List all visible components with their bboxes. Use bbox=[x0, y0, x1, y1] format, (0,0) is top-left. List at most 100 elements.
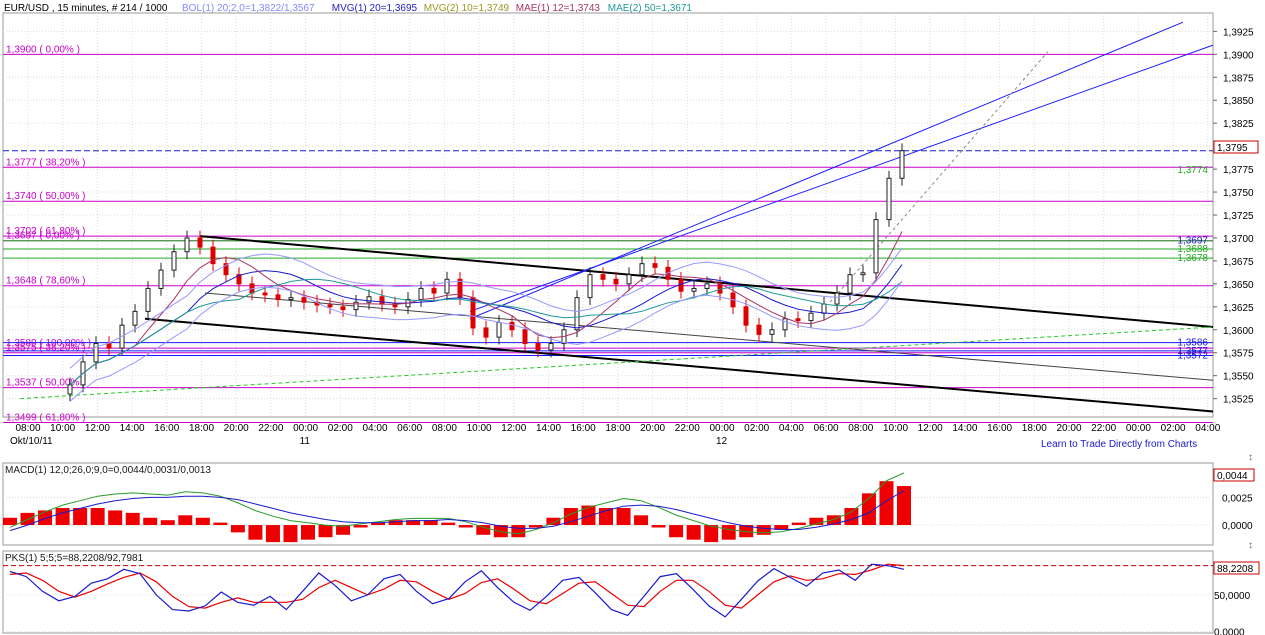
macd-histogram-bar bbox=[511, 525, 526, 538]
pks-tick-label: 0,0000 bbox=[1214, 628, 1245, 635]
time-tick-label: 16:00 bbox=[987, 423, 1012, 434]
time-tick-label: 14:00 bbox=[952, 423, 977, 434]
candle-body bbox=[470, 297, 476, 329]
candle-body bbox=[899, 150, 905, 179]
pks-value-box bbox=[1213, 561, 1260, 575]
price-tick-label: 1,3525 bbox=[1223, 395, 1254, 406]
candle-body bbox=[171, 251, 177, 271]
panel-resize-icon[interactable]: ↕ bbox=[1248, 452, 1253, 463]
right-marker-label: 1,3678 bbox=[1177, 253, 1208, 264]
macd-histogram-bar bbox=[265, 525, 280, 543]
right-marker-label: 1,3688 bbox=[1177, 244, 1208, 255]
macd-title: MACD(1) 12,0;26,0;9,0=0,0044/0,0031/0,00… bbox=[5, 465, 211, 476]
macd-histogram-bar bbox=[336, 525, 351, 535]
time-tick-label: 04:00 bbox=[1195, 423, 1220, 434]
candle-body bbox=[691, 287, 697, 292]
time-tick-label: 04:00 bbox=[362, 423, 387, 434]
price-tick-label: 1,3900 bbox=[1223, 50, 1254, 61]
candle-body bbox=[613, 278, 619, 285]
time-tick-label: 20:00 bbox=[1056, 423, 1081, 434]
macd-histogram-bar bbox=[73, 507, 88, 526]
fib-level-label: 1,3777 ( 38,20% ) bbox=[6, 157, 86, 168]
time-tick-label: 02:00 bbox=[744, 423, 769, 434]
candle-body bbox=[600, 274, 606, 280]
day-label: Okt/10/11 bbox=[10, 436, 53, 447]
candle-body bbox=[262, 292, 268, 296]
candle-body bbox=[782, 318, 788, 331]
macd-histogram-bar bbox=[353, 525, 368, 528]
macd-histogram-bar bbox=[616, 507, 631, 526]
macd-histogram-bar bbox=[90, 507, 105, 526]
macd-histogram-bar bbox=[406, 520, 421, 526]
candle-body bbox=[145, 287, 151, 312]
macd-histogram-bar bbox=[248, 525, 263, 540]
learn-to-trade-link[interactable]: Learn to Trade Directly from Charts bbox=[1041, 439, 1197, 450]
time-tick-label: 16:00 bbox=[571, 423, 596, 434]
macd-histogram-bar bbox=[213, 522, 228, 526]
candle-body bbox=[522, 329, 528, 345]
downtrend-mid-line bbox=[204, 292, 1214, 381]
candle-body bbox=[197, 237, 203, 248]
time-tick-label: 20:00 bbox=[224, 423, 249, 434]
candle-body bbox=[717, 283, 723, 294]
time-tick-label: 08:00 bbox=[432, 423, 457, 434]
candle-body bbox=[808, 312, 814, 322]
candle-body bbox=[340, 306, 346, 311]
grid-lines bbox=[3, 13, 1213, 417]
time-tick-label: 12:00 bbox=[918, 423, 943, 434]
macd-histogram-bar bbox=[423, 520, 438, 526]
candle-body bbox=[366, 296, 372, 303]
time-tick-label: 10:00 bbox=[883, 423, 908, 434]
bollinger-lower bbox=[69, 280, 903, 402]
candle-body bbox=[535, 343, 541, 351]
candle-body bbox=[678, 278, 684, 292]
macd-histogram-bar bbox=[581, 505, 596, 526]
right-marker-label: 1,3697 bbox=[1177, 236, 1208, 247]
macd-series: 0,0000 0,0025 bbox=[3, 472, 1253, 543]
fib-level-label: 1,3580 ( 100,00% ) bbox=[6, 338, 91, 349]
candle-body bbox=[483, 327, 489, 338]
candle-body bbox=[548, 343, 554, 351]
macd-histogram-bar bbox=[686, 525, 701, 540]
macd-histogram-bar bbox=[546, 517, 561, 526]
macd-histogram-bar bbox=[791, 522, 806, 526]
macd-histogram-bar bbox=[651, 525, 666, 528]
macd-histogram-bar bbox=[388, 520, 403, 526]
candle-body bbox=[184, 237, 190, 253]
macd-histogram-bar bbox=[3, 517, 17, 526]
candle-body bbox=[158, 269, 164, 289]
time-tick-label: 16:00 bbox=[154, 423, 179, 434]
uptrend-channel-lower bbox=[469, 44, 1214, 312]
macd-signal-line bbox=[9, 490, 905, 532]
candle-body bbox=[509, 321, 515, 331]
price-tick-label: 1,3850 bbox=[1223, 96, 1254, 107]
price-panel-frame bbox=[2, 12, 1214, 418]
candle-body bbox=[431, 287, 437, 294]
macd-histogram-bar bbox=[108, 510, 123, 526]
right-marker-label: 1,3586 bbox=[1177, 338, 1208, 349]
indicator-label: BOL(1) 20;2,0=1,3822/1,3567 bbox=[182, 3, 315, 14]
last-price-label: 1,3795 bbox=[1217, 143, 1248, 154]
panel-resize-icon[interactable]: ↕ bbox=[1248, 540, 1253, 551]
macd-panel-frame bbox=[2, 462, 1214, 546]
right-marker-label: 1,3774 bbox=[1177, 165, 1208, 176]
indicator-label: MAE(2) 50=1,3671 bbox=[608, 3, 693, 14]
candle-body bbox=[327, 304, 333, 308]
price-tick-label: 1,3750 bbox=[1223, 188, 1254, 199]
price-tick-label: 1,3575 bbox=[1223, 349, 1254, 360]
macd-histogram-bar bbox=[371, 522, 386, 526]
time-tick-label: 20:00 bbox=[640, 423, 665, 434]
candle-body bbox=[288, 297, 294, 300]
long-support-line bbox=[19, 326, 1214, 400]
time-tick-label: 06:00 bbox=[397, 423, 422, 434]
macd-value-label: 0,0044 bbox=[1217, 471, 1248, 482]
candle-body bbox=[886, 177, 892, 221]
time-tick-label: 18:00 bbox=[605, 423, 630, 434]
candle-body bbox=[847, 274, 853, 294]
price-tick-label: 1,3725 bbox=[1223, 211, 1254, 222]
candle-body bbox=[275, 294, 281, 300]
macd-histogram-bar bbox=[704, 525, 719, 543]
macd-histogram-bar bbox=[125, 512, 140, 526]
